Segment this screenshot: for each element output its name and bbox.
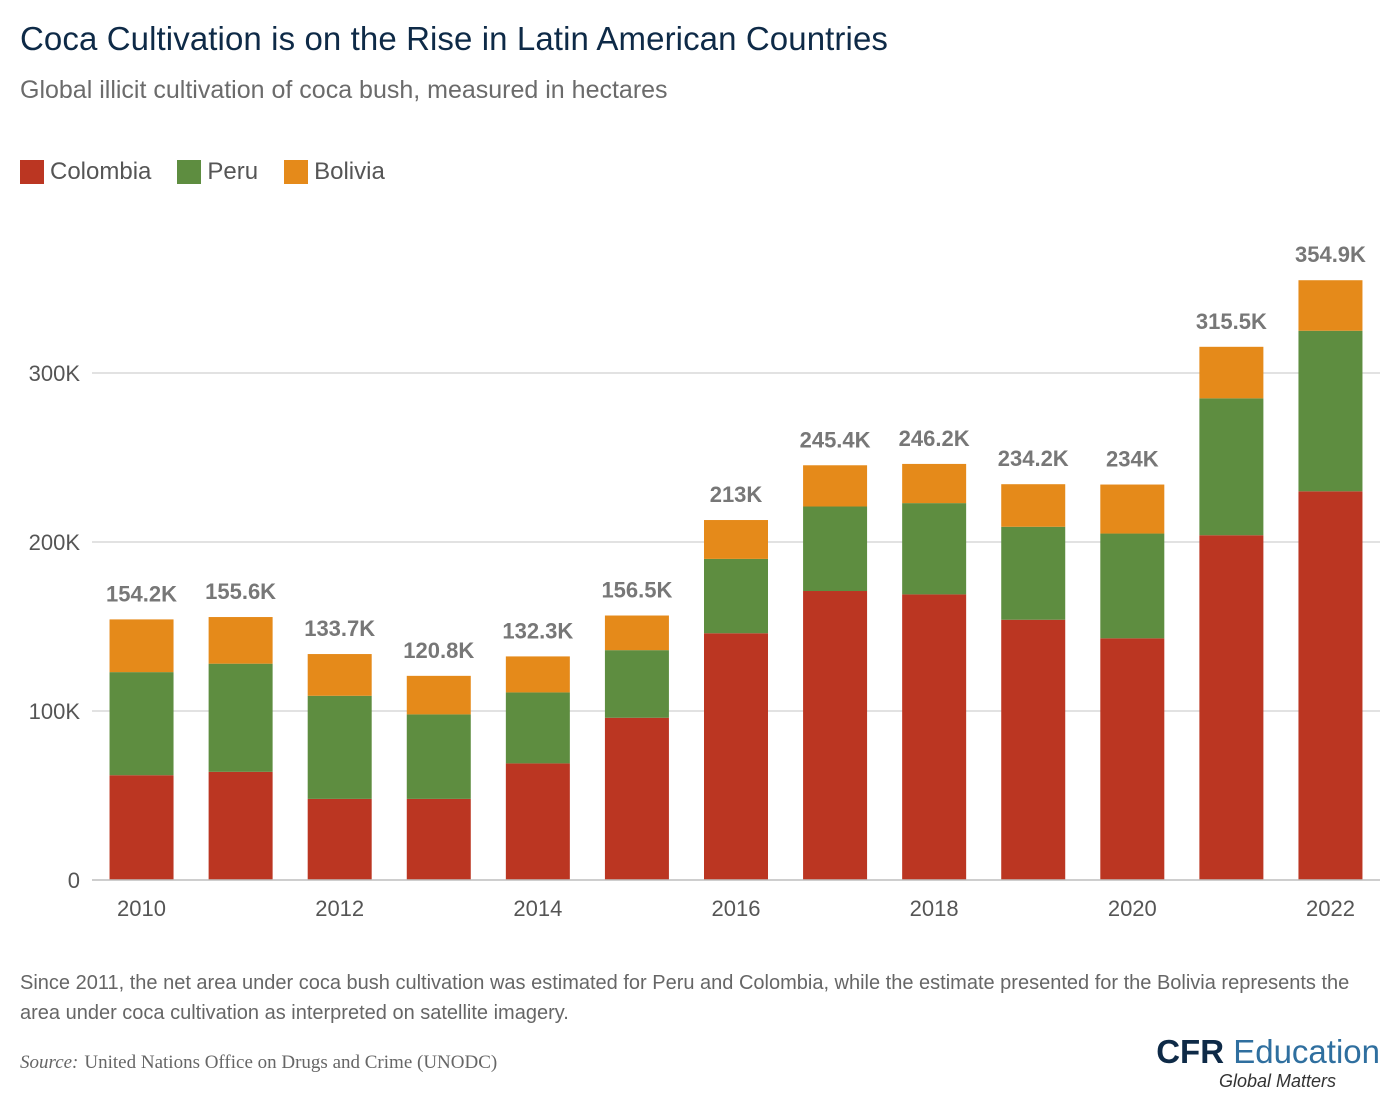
total-label-2018: 246.2K xyxy=(899,426,970,451)
total-label-2021: 315.5K xyxy=(1196,309,1267,334)
bar-bolivia-2016 xyxy=(704,520,768,559)
bar-peru-2014 xyxy=(505,692,570,764)
y-tick-label-1: 100K xyxy=(29,699,81,724)
bar-colombia-2021 xyxy=(1199,535,1264,880)
bar-peru-2010 xyxy=(109,672,174,776)
y-tick-label-3: 300K xyxy=(29,361,81,386)
bar-colombia-2015 xyxy=(604,717,669,880)
y-tick-label-2: 200K xyxy=(29,530,81,555)
logo-education: Education xyxy=(1233,1033,1380,1070)
bar-bolivia-2019 xyxy=(1001,484,1066,527)
chart-footnote: Since 2011, the net area under coca bush… xyxy=(20,972,1350,1024)
bar-bolivia-2010 xyxy=(109,619,174,673)
total-label-2012: 133.7K xyxy=(304,616,375,641)
logo-cfr: CFR xyxy=(1156,1033,1225,1070)
bar-peru-2013 xyxy=(406,714,471,799)
bar-bolivia-2015 xyxy=(604,615,669,651)
bar-peru-2016 xyxy=(704,558,768,634)
total-label-2011: 155.6K xyxy=(205,579,276,604)
x-tick-label-2010: 2010 xyxy=(117,896,166,921)
bar-peru-2017 xyxy=(803,506,868,592)
bar-bolivia-2014 xyxy=(505,656,570,693)
total-label-2017: 245.4K xyxy=(800,427,871,452)
x-tick-label-2016: 2016 xyxy=(712,896,761,921)
bar-bolivia-2020 xyxy=(1100,484,1165,534)
stacked-bar-chart: 0 100K 200K 300K 154.2K 2010 155.6K 133.7K 2012 1… xyxy=(29,242,1380,921)
total-label-2022: 354.9K xyxy=(1295,242,1366,267)
total-label-2014: 132.3K xyxy=(502,618,573,643)
bar-peru-2018 xyxy=(902,503,967,595)
bar-bolivia-2021 xyxy=(1199,346,1264,399)
bar-colombia-2012 xyxy=(307,798,372,880)
bar-bolivia-2017 xyxy=(803,465,868,507)
bar-colombia-2018 xyxy=(902,594,967,880)
x-tick-label-2012: 2012 xyxy=(315,896,364,921)
legend-swatch-peru xyxy=(177,160,202,184)
bar-colombia-2020 xyxy=(1100,638,1165,880)
bar-colombia-2010 xyxy=(109,775,174,880)
legend-label-colombia: Colombia xyxy=(50,158,152,185)
bar-colombia-2019 xyxy=(1001,619,1066,880)
x-tick-label-2020: 2020 xyxy=(1108,896,1157,921)
legend-swatch-colombia xyxy=(20,160,44,184)
bar-bolivia-2012 xyxy=(307,654,372,696)
bar-colombia-2011 xyxy=(208,771,273,880)
legend-swatch-bolivia xyxy=(284,160,309,184)
source-label: Source: xyxy=(20,1052,79,1073)
logo-tagline: Global Matters xyxy=(1218,1071,1336,1091)
source-line: Source: United Nations Office on Drugs an… xyxy=(20,1052,497,1074)
legend-item-colombia: Colombia xyxy=(20,158,151,186)
legend-label-bolivia: Bolivia xyxy=(314,158,385,185)
bar-peru-2019 xyxy=(1001,526,1066,620)
bar-colombia-2013 xyxy=(406,798,471,880)
total-label-2019: 234.2K xyxy=(998,446,1069,471)
x-tick-label-2022: 2022 xyxy=(1306,896,1355,921)
bar-peru-2022 xyxy=(1298,330,1363,492)
chart-title: Coca Cultivation is on the Rise in Latin… xyxy=(20,20,888,57)
legend: Colombia Peru Bolivia xyxy=(20,158,411,186)
y-tick-label-0: 0 xyxy=(68,868,80,893)
chart-subtitle: Global illicit cultivation of coca bush,… xyxy=(20,76,668,104)
bar-peru-2012 xyxy=(307,695,372,799)
total-label-2020: 234K xyxy=(1106,447,1159,472)
total-label-2013: 120.8K xyxy=(403,638,474,663)
logo-wordmark: CFR Education xyxy=(1156,1034,1380,1070)
bar-peru-2021 xyxy=(1199,398,1264,536)
bar-peru-2011 xyxy=(208,663,273,772)
legend-item-bolivia: Bolivia xyxy=(284,158,385,186)
x-tick-label-2018: 2018 xyxy=(910,896,959,921)
source-text: United Nations Office on Drugs and Crime… xyxy=(84,1052,498,1073)
bar-colombia-2022 xyxy=(1298,491,1363,880)
total-label-2016: 213K xyxy=(710,482,763,507)
bar-colombia-2014 xyxy=(505,763,570,880)
bar-colombia-2016 xyxy=(704,633,768,880)
x-tick-label-2014: 2014 xyxy=(513,896,562,921)
legend-label-peru: Peru xyxy=(207,158,259,185)
bar-colombia-2017 xyxy=(803,591,868,880)
total-label-2015: 156.5K xyxy=(601,578,672,603)
bar-bolivia-2022 xyxy=(1298,280,1363,331)
bar-bolivia-2011 xyxy=(208,617,273,664)
bar-peru-2015 xyxy=(604,650,669,718)
total-label-2010: 154.2K xyxy=(106,581,177,606)
cfr-education-logo: CFR Education Global Matters xyxy=(1156,1034,1380,1092)
bar-bolivia-2013 xyxy=(406,675,471,715)
bar-peru-2020 xyxy=(1100,533,1165,639)
bar-bolivia-2018 xyxy=(902,463,967,504)
legend-item-peru: Peru xyxy=(177,158,258,186)
